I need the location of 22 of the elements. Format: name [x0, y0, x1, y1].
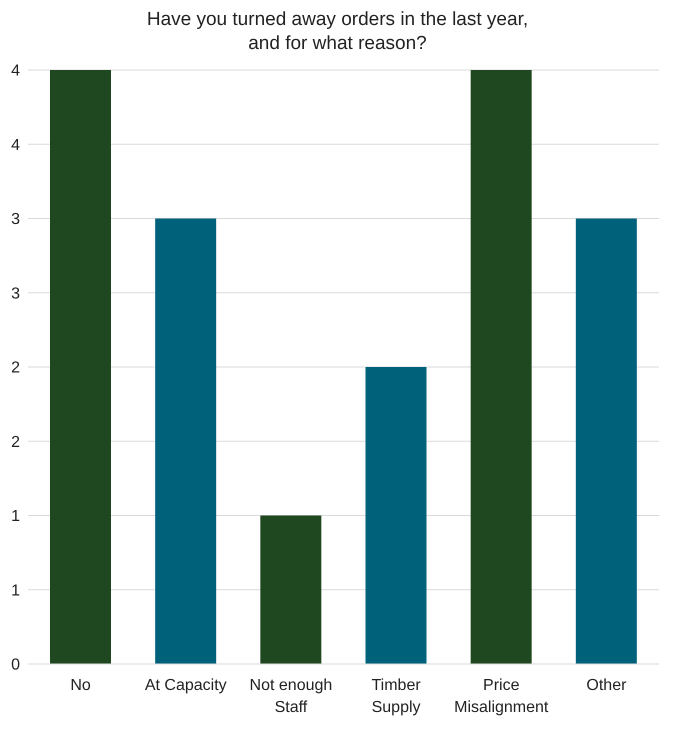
y-tick-label: 4 [11, 136, 20, 154]
bar [50, 70, 111, 664]
y-tick-label: 2 [11, 360, 20, 377]
chart-title: Have you turned away orders in the last year, and for what reason? [146, 8, 530, 56]
x-tick-label: Other [586, 677, 628, 694]
x-tick-label: At Capacity [144, 677, 227, 694]
y-tick-label: 1 [11, 508, 20, 526]
x-tick-label: Not enough Staff [250, 677, 332, 716]
bar [576, 218, 637, 664]
y-tick-label: 3 [11, 285, 20, 302]
x-tick-label: No [70, 677, 91, 694]
y-tick-label: 1 [11, 582, 20, 600]
y-tick-label: 4 [11, 62, 20, 80]
x-tick-label: Timber Supply [371, 677, 422, 716]
y-tick-label: 3 [11, 211, 20, 228]
bar [155, 218, 216, 664]
bar [260, 516, 322, 664]
y-tick-label: 2 [11, 434, 20, 451]
bar [470, 70, 532, 664]
x-tick-label: Price Misalignment [454, 677, 549, 716]
bar [366, 367, 426, 664]
y-tick-label: 0 [11, 656, 20, 674]
